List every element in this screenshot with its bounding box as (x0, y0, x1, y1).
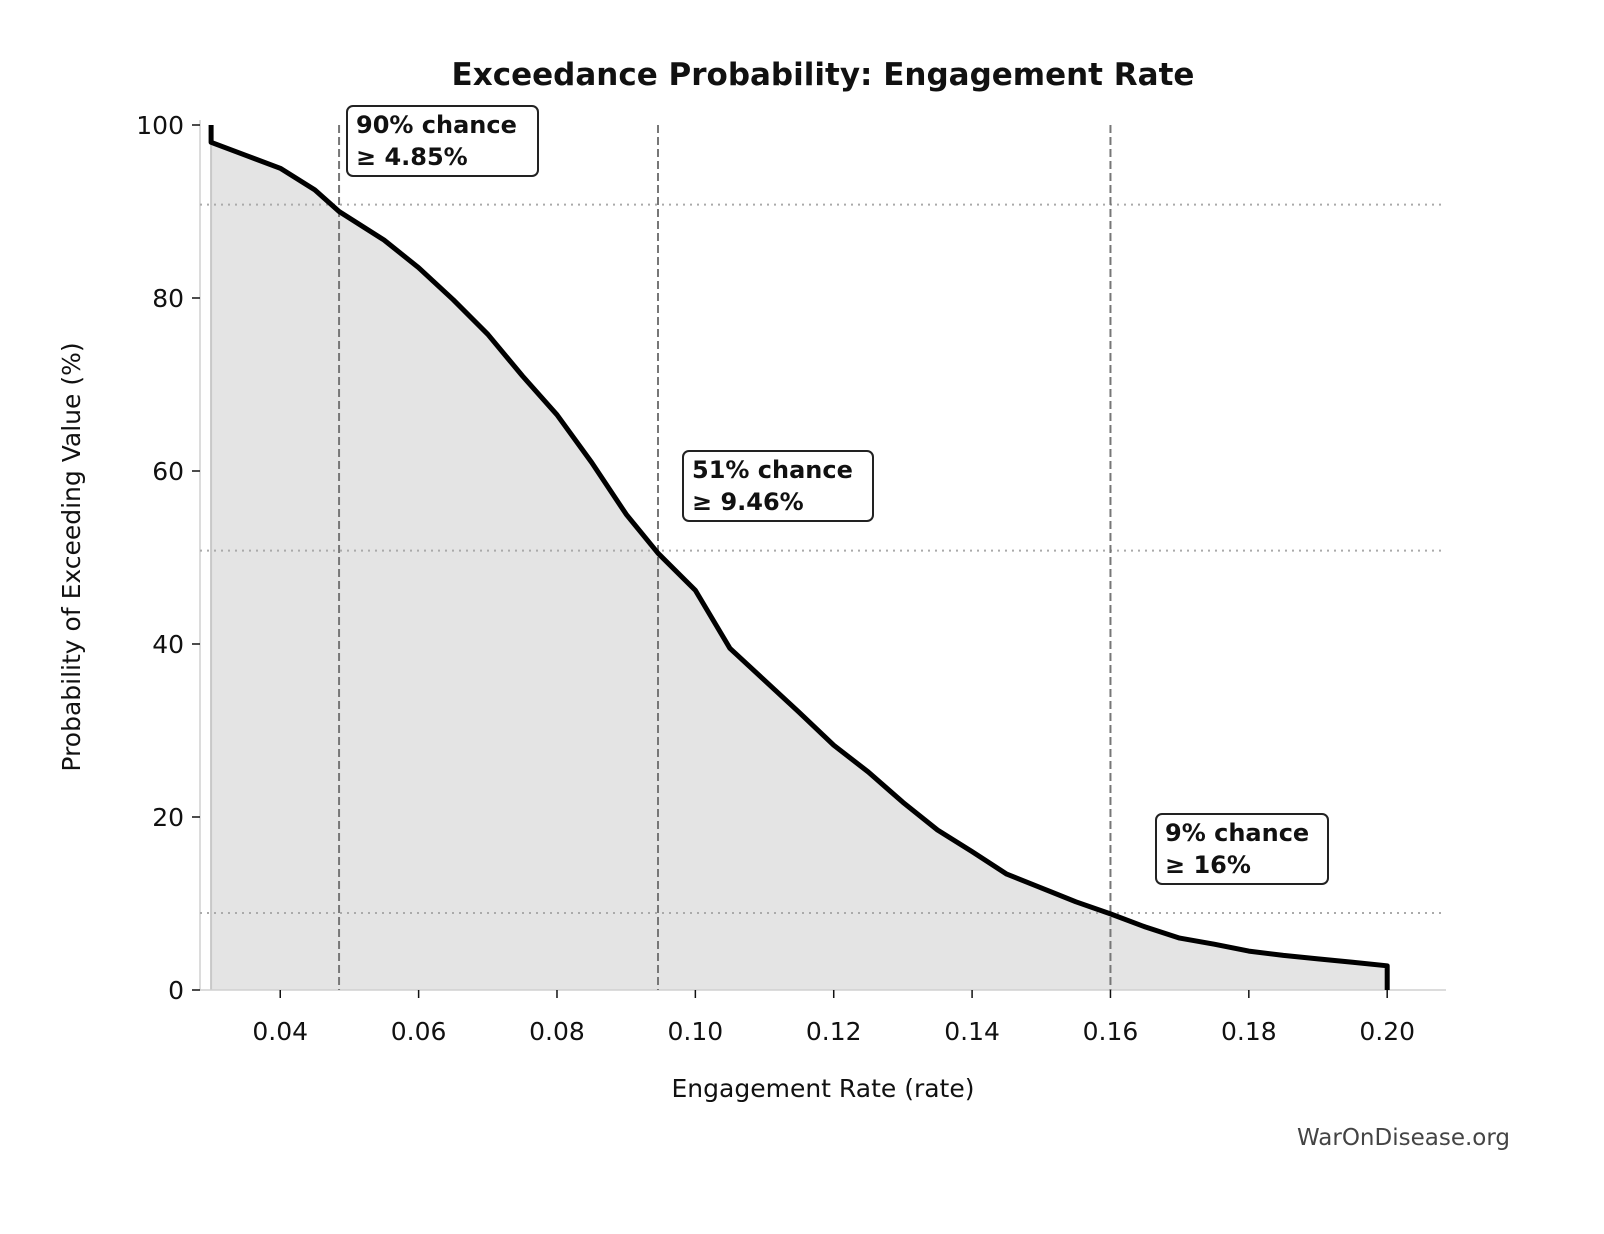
y-tick-label: 20 (152, 803, 184, 832)
annotation-box-1 (682, 450, 874, 522)
annotation-box-0 (346, 105, 539, 177)
x-axis-label: Engagement Rate (rate) (672, 1074, 975, 1103)
annotation-line2-2: ≥ 16% (1165, 851, 1251, 879)
y-tick-label: 60 (152, 457, 184, 486)
y-tick-label: 40 (152, 630, 184, 659)
annotation-line1-0: 90% chance (356, 111, 517, 139)
x-tick-label: 0.16 (1083, 1017, 1139, 1046)
area-fill (211, 125, 1388, 990)
annotation-line2-1: ≥ 9.46% (692, 488, 804, 516)
x-tick-label: 0.04 (252, 1017, 308, 1046)
x-tick-label: 0.10 (668, 1017, 724, 1046)
exceedance-line (208, 125, 1390, 990)
x-tick-label: 0.14 (944, 1017, 1000, 1046)
watermark: WarOnDisease.org (1297, 1125, 1510, 1151)
x-tick-label: 0.18 (1221, 1017, 1277, 1046)
x-tick-label: 0.08 (529, 1017, 585, 1046)
x-tick-label: 0.12 (806, 1017, 862, 1046)
x-tick-label: 0.06 (391, 1017, 447, 1046)
annotation-line1-2: 9% chance (1165, 819, 1309, 847)
annotation-line1-1: 51% chance (692, 456, 853, 484)
y-tick-label: 100 (136, 111, 184, 140)
y-tick-label: 80 (152, 284, 184, 313)
annotation-box-2 (1155, 813, 1329, 885)
y-tick-label: 0 (168, 976, 184, 1005)
y-axis-label: Probability of Exceeding Value (%) (57, 342, 86, 771)
chart-title: Exceedance Probability: Engagement Rate (452, 57, 1195, 93)
annotation-line2-0: ≥ 4.85% (356, 143, 468, 171)
x-tick-label: 0.20 (1359, 1017, 1415, 1046)
